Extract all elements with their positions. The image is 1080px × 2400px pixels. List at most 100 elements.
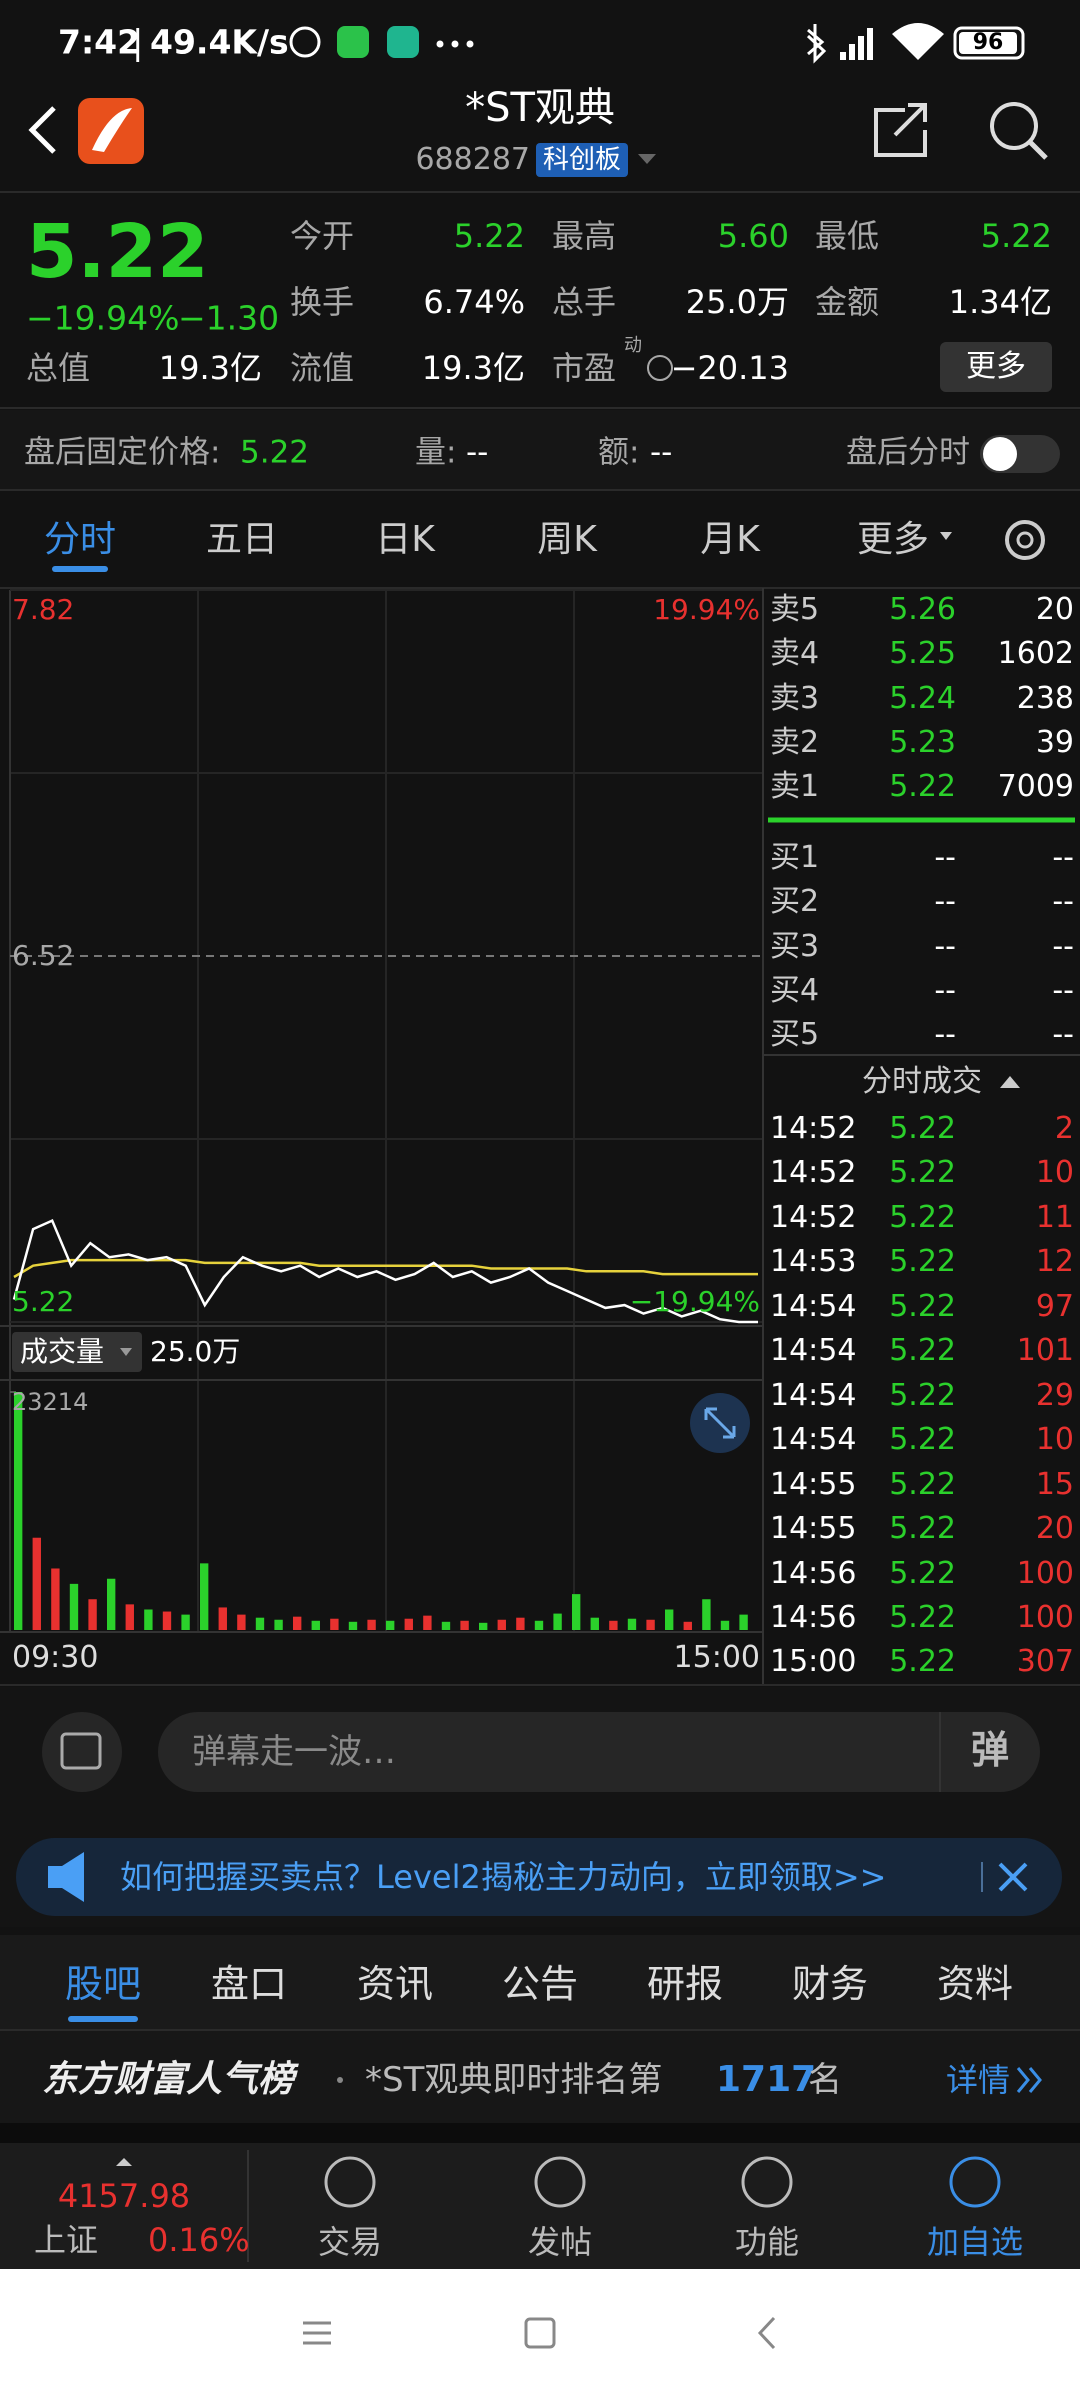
section-tab[interactable]: 盘口	[210, 1962, 288, 2006]
volume-bar	[572, 1594, 581, 1630]
ranking-suffix: 名	[808, 2060, 842, 2100]
field-value: 6.74%	[423, 283, 525, 321]
chart-tab[interactable]: 月K	[700, 519, 760, 560]
ranking-bg	[0, 2031, 1080, 2123]
chart-tab[interactable]: 日K	[375, 519, 435, 560]
nav-label[interactable]: 交易	[317, 2223, 383, 2261]
volume-bar	[497, 1619, 506, 1630]
trade-time: 15:00	[770, 1644, 857, 1680]
chart-tab[interactable]: 分时	[43, 519, 117, 560]
x-tick-label: 15:00	[673, 1640, 760, 1675]
ranking-rank: 1717	[716, 2059, 817, 2100]
volume-bar	[293, 1616, 302, 1630]
volume-bar	[646, 1619, 655, 1630]
dropdown	[120, 1348, 132, 1356]
index-value[interactable]: 4157.98	[57, 2177, 191, 2215]
nav-label[interactable]: 发帖	[527, 2223, 593, 2261]
ask-price: 5.23	[889, 724, 956, 760]
volume-bar	[32, 1537, 41, 1630]
home-button[interactable]	[524, 2317, 556, 2349]
stock-code: 688287	[415, 142, 530, 177]
toggle-knob	[983, 437, 1017, 471]
trade-price: 5.22	[889, 1244, 956, 1280]
pe-info-icon	[647, 355, 673, 381]
bid-volume: --	[1052, 972, 1074, 1008]
signal-bar	[840, 52, 846, 60]
bid-volume: --	[1052, 840, 1074, 875]
volume-bar	[683, 1621, 692, 1630]
trade-price: 5.22	[889, 1288, 956, 1324]
volume-bar	[553, 1613, 562, 1630]
volume-bar	[479, 1622, 488, 1630]
volume-bar	[404, 1618, 413, 1630]
tab-underline	[68, 2016, 138, 2022]
section-tab[interactable]: 股吧	[64, 1962, 142, 2006]
trade-price: 5.22	[889, 1599, 956, 1635]
volume-bar	[144, 1609, 153, 1630]
more-button[interactable]	[940, 342, 1052, 392]
comment-placeholder[interactable]: 弹幕走一波…	[192, 1732, 396, 1772]
pct-label: −19.94%	[629, 1285, 760, 1318]
field-value: 5.22	[980, 217, 1052, 255]
field-label: 金额	[815, 283, 880, 321]
ask-volume: 7009	[997, 769, 1074, 805]
field-label: 今开	[290, 217, 355, 255]
ask-label: 卖5	[770, 592, 820, 627]
section-tab[interactable]: 资料	[936, 1962, 1014, 2006]
close-icon[interactable]	[998, 1862, 1028, 1892]
after-hours-value: --	[466, 434, 489, 471]
promo-text[interactable]: 如何把握买卖点？Level2揭秘主力动向，立即领取>>	[120, 1858, 887, 1896]
settings-icon[interactable]	[1005, 520, 1045, 560]
trade-price: 5.22	[889, 1644, 956, 1680]
wechat-icon	[337, 26, 369, 58]
gap	[0, 2123, 1080, 2143]
ranking-details[interactable]: 详情	[945, 2061, 1010, 2099]
ask-volume: 1602	[997, 636, 1074, 672]
last-price: 5.22	[26, 209, 209, 295]
bid-label: 买5	[770, 1017, 820, 1053]
bid-label: 买3	[770, 928, 820, 964]
section-tab[interactable]: 研报	[646, 1962, 724, 2006]
section-tab[interactable]: 财务	[791, 1962, 869, 2006]
bid-price: --	[934, 840, 956, 875]
bid-price: --	[934, 972, 956, 1008]
nav-label[interactable]: 加自选	[926, 2223, 1024, 2261]
section-tab[interactable]: 公告	[501, 1962, 579, 2006]
chart-tab[interactable]: 更多	[856, 519, 930, 560]
bullet	[337, 2077, 343, 2083]
back-nav-button[interactable]	[757, 2316, 776, 2350]
nav-label[interactable]: 功能	[734, 2223, 800, 2261]
bid-volume: --	[1052, 884, 1074, 920]
y-tick-label: 6.52	[12, 939, 75, 972]
promo-banner[interactable]	[16, 1838, 1062, 1916]
chart-tab[interactable]: 五日	[205, 519, 279, 560]
section-tab[interactable]: 资讯	[356, 1962, 434, 2006]
volume-bar	[51, 1568, 60, 1630]
volume-bar	[348, 1621, 358, 1630]
field-label: 换手	[290, 283, 355, 321]
collapse-arrow	[1000, 1076, 1020, 1088]
more-dots	[436, 40, 444, 48]
trade-volume: 29	[1035, 1377, 1074, 1413]
after-hours-price: 5.22	[240, 434, 310, 471]
comment-input[interactable]	[158, 1712, 1040, 1792]
pe-superscript: 动	[624, 335, 642, 356]
trade-time: 14:56	[770, 1555, 857, 1591]
average-line	[13, 1258, 758, 1279]
signal-bar	[858, 36, 864, 60]
trade-time: 14:55	[770, 1511, 857, 1547]
comment-icon-bg[interactable]	[42, 1712, 122, 1792]
volume-bar	[330, 1618, 339, 1630]
share-icon[interactable]	[874, 103, 927, 157]
trade-price: 5.22	[889, 1333, 956, 1369]
field-value: 1.34亿	[948, 283, 1052, 321]
chart-tab[interactable]: 周K	[537, 519, 597, 560]
more-button-label[interactable]: 更多	[966, 349, 1026, 384]
search-icon[interactable]	[990, 102, 1038, 150]
bluetooth-icon	[806, 24, 827, 64]
field-label: 总手	[552, 283, 617, 321]
back-button[interactable]	[28, 106, 56, 154]
tab-underline	[52, 566, 108, 572]
danmu-toggle[interactable]: 弹	[970, 1728, 1010, 1772]
